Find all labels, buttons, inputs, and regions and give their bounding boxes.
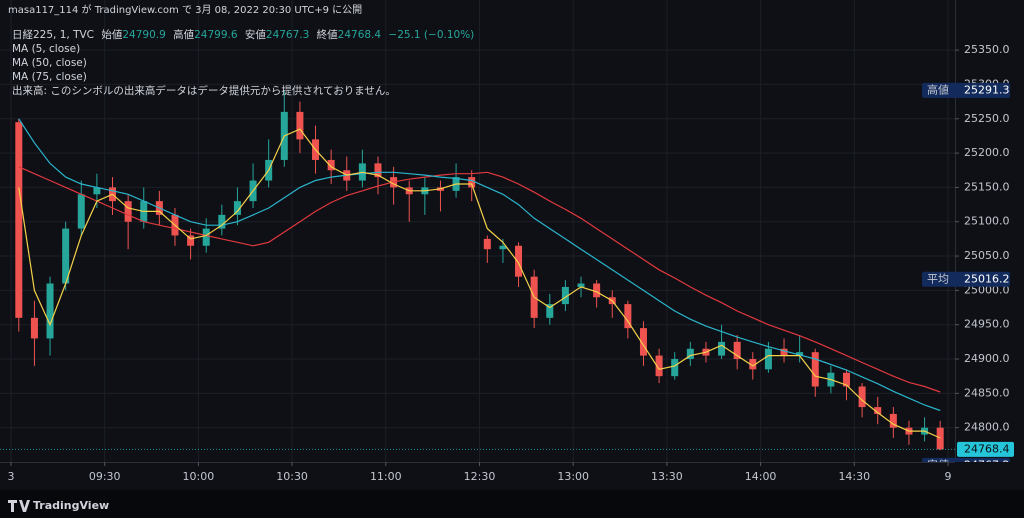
candle-body xyxy=(187,235,195,246)
candle-body xyxy=(686,348,694,360)
price-tag-label: 平均 xyxy=(927,272,949,285)
price-tag-label: 高値 xyxy=(927,82,949,96)
ohlc-label: 高値 xyxy=(173,28,194,41)
candle-body xyxy=(718,341,726,356)
logo: TradingView xyxy=(8,499,109,512)
candle-body xyxy=(124,201,132,222)
candle-body xyxy=(671,359,679,377)
candle-body xyxy=(811,352,819,387)
candle-body xyxy=(30,317,38,339)
ma-line xyxy=(18,118,941,412)
time-axis xyxy=(0,462,1024,490)
candle-body xyxy=(77,194,85,229)
candle-body xyxy=(93,187,101,195)
y-tick-label: 25100.0 xyxy=(964,215,1010,228)
candle-body xyxy=(749,359,757,370)
candle-body xyxy=(842,372,850,387)
footer xyxy=(0,490,1024,518)
logo-icon xyxy=(8,500,30,512)
candle-body xyxy=(639,328,647,356)
candle-body xyxy=(46,283,54,339)
legend-entry: MA (75, close) xyxy=(12,71,87,83)
candle-body xyxy=(327,159,335,171)
ma-line xyxy=(18,128,941,439)
plot-area xyxy=(0,0,955,462)
x-tick-label: 13:00 xyxy=(557,470,589,483)
candle-body xyxy=(499,245,507,250)
y-tick-label: 25150.0 xyxy=(964,180,1010,193)
candle-body xyxy=(780,348,788,356)
price-tag-bg xyxy=(922,271,1010,287)
publish-header: masa117_114 が TradingView.com で 3月 08, 2… xyxy=(8,3,362,16)
x-tick-label: 12:30 xyxy=(464,470,496,483)
y-tick-label: 25050.0 xyxy=(964,249,1010,262)
candle-body xyxy=(874,407,882,414)
x-tick-label: 09:30 xyxy=(89,470,121,483)
change: −25.1 (−0.10%) xyxy=(388,29,474,41)
candle-body xyxy=(62,228,70,284)
x-tick-label: 11:00 xyxy=(370,470,402,483)
ohlc-label: 始値 xyxy=(101,28,122,41)
y-tick-label: 25350.0 xyxy=(964,43,1010,56)
candle-body xyxy=(483,238,491,250)
candle-body xyxy=(561,286,569,305)
candle-body xyxy=(889,413,897,428)
candle-body xyxy=(655,355,663,377)
ohlc-label: 終値 xyxy=(317,28,338,41)
symbol-legend: 日経225, 1, TVC 始値24790.9 高値24799.6 安値2476… xyxy=(12,28,474,41)
candle-body xyxy=(202,228,210,246)
y-tick-label: 24950.0 xyxy=(964,318,1010,331)
candle-body xyxy=(546,304,554,318)
candle-body xyxy=(796,352,804,356)
candle-body xyxy=(733,341,741,360)
ohlc-value: 24799.6 xyxy=(194,29,238,41)
legend-entry: MA (50, close) xyxy=(12,57,87,69)
y-tick-label: 25250.0 xyxy=(964,112,1010,125)
ohlc-value: 24790.9 xyxy=(122,29,165,41)
x-tick-label: 14:30 xyxy=(838,470,870,483)
ohlc-label: 安値 xyxy=(245,28,266,41)
candle-body xyxy=(936,427,944,450)
candle-body xyxy=(515,245,523,277)
candle-body xyxy=(858,386,866,408)
y-tick-label: 24800.0 xyxy=(964,421,1010,434)
candle-body xyxy=(764,348,772,370)
x-tick-label: 13:30 xyxy=(651,470,683,483)
x-tick-label: 10:00 xyxy=(183,470,215,483)
y-tick-label: 24900.0 xyxy=(964,352,1010,365)
ohlc-value: 24768.4 xyxy=(338,29,382,41)
candle-body xyxy=(296,111,304,140)
candle-body xyxy=(577,283,585,287)
symbol: 日経225, 1, TVC xyxy=(12,28,94,41)
x-tick-label: 14:00 xyxy=(745,470,777,483)
price-tag-value: 24768.4 xyxy=(964,442,1010,455)
candle-body xyxy=(233,201,241,215)
candle-body xyxy=(593,283,601,298)
y-tick-label: 24850.0 xyxy=(964,386,1010,399)
price-tag-value: 25291.3 xyxy=(964,83,1010,96)
candle-body xyxy=(15,122,23,318)
y-tick-label: 25200.0 xyxy=(964,146,1010,159)
price-tag-value: 25016.2 xyxy=(964,272,1010,285)
candle-body xyxy=(218,214,226,229)
price-tag-bg xyxy=(957,441,1014,457)
candle-body xyxy=(468,177,476,188)
ohlc-value: 24767.3 xyxy=(266,29,309,41)
legend-entry: MA (5, close) xyxy=(12,43,80,55)
candle-body xyxy=(374,163,382,178)
price-axis xyxy=(955,0,1024,462)
logo-text: TradingView xyxy=(33,499,109,512)
candle-body xyxy=(624,304,632,329)
volume-note: 出来高: このシンボルの出来高データはデータ提供元から提供されておりません。 xyxy=(12,84,396,97)
price-tag-bg xyxy=(922,82,1010,98)
x-tick-label: 10:30 xyxy=(276,470,308,483)
x-tick-label: 9 xyxy=(945,470,952,483)
x-tick-label: 3 xyxy=(8,470,15,483)
ma-line xyxy=(18,166,941,393)
